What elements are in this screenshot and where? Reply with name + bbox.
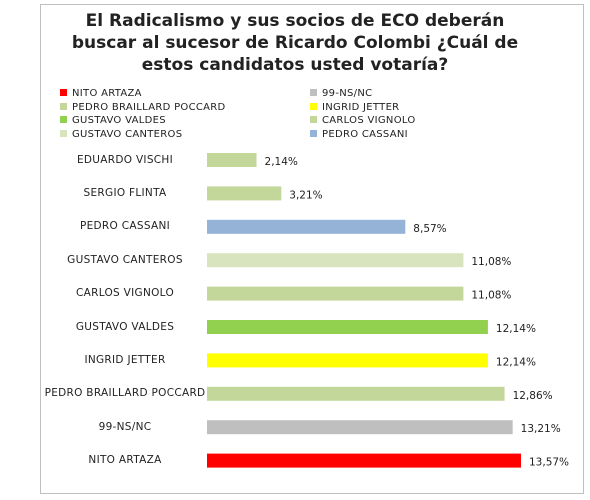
- value-label: 8,57%: [413, 223, 446, 235]
- bar: [207, 420, 513, 435]
- legend-swatch: [60, 102, 67, 110]
- chart-title: El Radicalismo y sus socios de ECO deber…: [71, 11, 519, 75]
- legend-swatch: [60, 89, 67, 96]
- legend-entry: GUSTAVO CANTEROS: [60, 129, 182, 141]
- value-label: 13,21%: [521, 423, 561, 435]
- bar: [207, 219, 406, 234]
- legend-label: 99-NS/NC: [322, 88, 373, 99]
- category-label: GUSTAVO VALDES: [75, 320, 175, 333]
- value-label: 13,57%: [529, 457, 569, 469]
- bar: [207, 353, 488, 368]
- legend-swatch: [310, 89, 317, 96]
- value-label: 11,08%: [471, 290, 511, 302]
- value-label: 11,08%: [471, 256, 511, 268]
- bar: [207, 186, 282, 201]
- value-label: 12,14%: [496, 356, 536, 368]
- legend-entry: PEDRO CASSANI: [310, 129, 408, 141]
- legend-label: INGRID JETTER: [322, 101, 400, 113]
- value-label: 12,14%: [496, 323, 536, 335]
- value-label: 3,21%: [289, 189, 322, 201]
- category-label: SERGIO FLINTA: [83, 186, 167, 199]
- legend-label: CARLOS VIGNOLO: [322, 115, 416, 126]
- category-label: NITO ARTAZA: [88, 454, 162, 467]
- legend-swatch: [310, 129, 317, 137]
- bar: [207, 320, 488, 334]
- legend-entry: 99-NS/NC: [310, 88, 372, 100]
- legend-entry: INGRID JETTER: [310, 102, 399, 114]
- legend-swatch: [310, 102, 317, 110]
- legend-swatch: [60, 129, 67, 137]
- legend-entry: GUSTAVO VALDES: [60, 115, 166, 127]
- value-label: 12,86%: [513, 390, 553, 402]
- legend-label: NITO ARTAZA: [72, 88, 142, 99]
- bar: [207, 386, 505, 401]
- bar: [207, 153, 257, 167]
- category-label: PEDRO BRAILLARD POCCARD: [44, 387, 206, 400]
- legend-entry: PEDRO BRAILLARD POCCARD: [60, 102, 226, 114]
- category-label: GUSTAVO CANTEROS: [67, 253, 183, 266]
- legend-label: PEDRO BRAILLARD POCCARD: [72, 101, 226, 113]
- category-label: 99-NS/NC: [98, 420, 152, 433]
- legend-label: GUSTAVO VALDES: [72, 115, 166, 126]
- value-label: 2,14%: [265, 156, 298, 168]
- category-label: PEDRO CASSANI: [79, 220, 171, 233]
- bar: [207, 286, 464, 301]
- category-label: CARLOS VIGNOLO: [75, 287, 175, 300]
- legend-label: GUSTAVO CANTEROS: [72, 128, 183, 140]
- legend-entry: CARLOS VIGNOLO: [310, 115, 416, 127]
- category-label: INGRID JETTER: [84, 353, 166, 366]
- legend-entry: NITO ARTAZA: [60, 88, 142, 100]
- category-label: EDUARDO VISCHI: [76, 153, 174, 166]
- legend-label: PEDRO CASSANI: [322, 128, 408, 140]
- bar: [207, 253, 464, 268]
- chart-frame: [40, 4, 584, 494]
- legend-swatch: [310, 116, 317, 123]
- legend-swatch: [60, 116, 67, 123]
- bar: [207, 453, 521, 468]
